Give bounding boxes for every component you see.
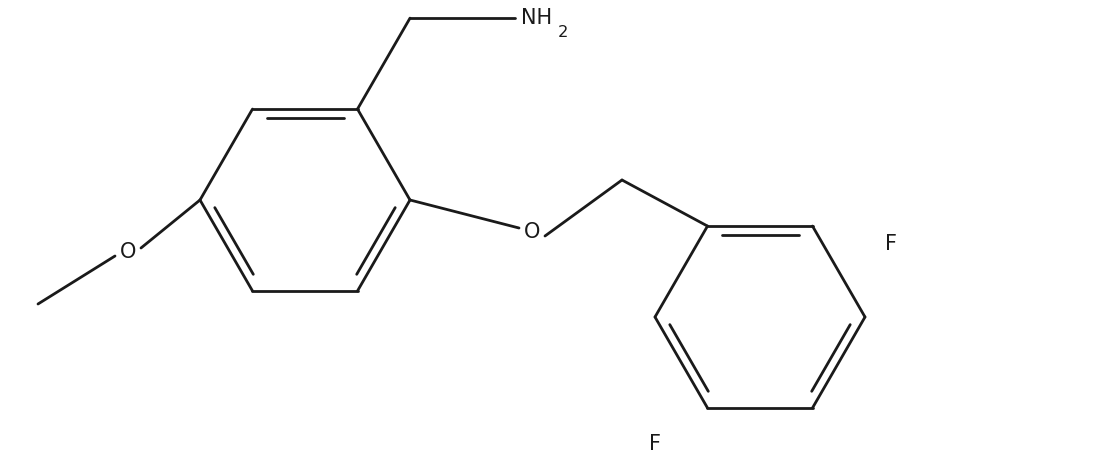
Text: F: F [649,434,661,454]
Text: O: O [120,242,136,262]
Text: 2: 2 [558,25,568,40]
Text: F: F [885,235,897,254]
Text: NH: NH [521,8,552,28]
Text: O: O [524,222,540,242]
